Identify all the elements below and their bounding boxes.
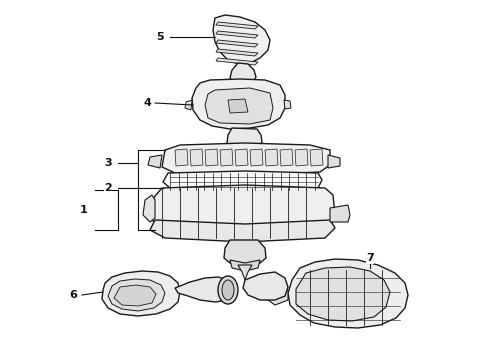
Polygon shape (295, 149, 308, 166)
Polygon shape (163, 171, 322, 190)
Polygon shape (175, 277, 235, 302)
Text: 3: 3 (104, 158, 112, 168)
Polygon shape (108, 279, 165, 311)
Polygon shape (230, 63, 256, 86)
Polygon shape (150, 220, 335, 242)
Polygon shape (224, 240, 266, 265)
Polygon shape (330, 205, 350, 222)
Polygon shape (150, 185, 335, 232)
Polygon shape (185, 100, 192, 110)
Ellipse shape (218, 276, 238, 304)
Polygon shape (216, 49, 258, 56)
Polygon shape (102, 271, 180, 316)
Polygon shape (250, 149, 263, 166)
Text: 2: 2 (104, 183, 112, 193)
Polygon shape (228, 99, 248, 113)
Polygon shape (227, 128, 262, 150)
Text: 5: 5 (156, 32, 164, 42)
Polygon shape (296, 267, 390, 321)
Text: 7: 7 (366, 253, 374, 263)
Text: 6: 6 (69, 290, 77, 300)
Polygon shape (284, 100, 291, 109)
Text: 1: 1 (80, 205, 88, 215)
Polygon shape (216, 58, 258, 65)
Polygon shape (288, 259, 408, 328)
Polygon shape (280, 149, 293, 166)
Polygon shape (310, 149, 323, 166)
Polygon shape (175, 149, 188, 166)
Polygon shape (220, 149, 233, 166)
Polygon shape (216, 40, 258, 47)
Polygon shape (216, 31, 258, 38)
Polygon shape (114, 285, 156, 306)
Polygon shape (230, 260, 260, 271)
Polygon shape (192, 79, 285, 129)
Text: 4: 4 (143, 98, 151, 108)
Polygon shape (238, 265, 252, 280)
Polygon shape (190, 149, 203, 166)
Ellipse shape (222, 280, 234, 300)
Polygon shape (328, 155, 340, 168)
Polygon shape (216, 22, 258, 29)
Polygon shape (213, 15, 270, 64)
Polygon shape (243, 272, 288, 300)
Polygon shape (162, 143, 330, 175)
Polygon shape (265, 149, 278, 166)
Polygon shape (148, 155, 162, 168)
Polygon shape (268, 285, 288, 305)
Polygon shape (205, 149, 218, 166)
Polygon shape (205, 88, 273, 124)
Polygon shape (235, 149, 248, 166)
Polygon shape (143, 195, 155, 222)
